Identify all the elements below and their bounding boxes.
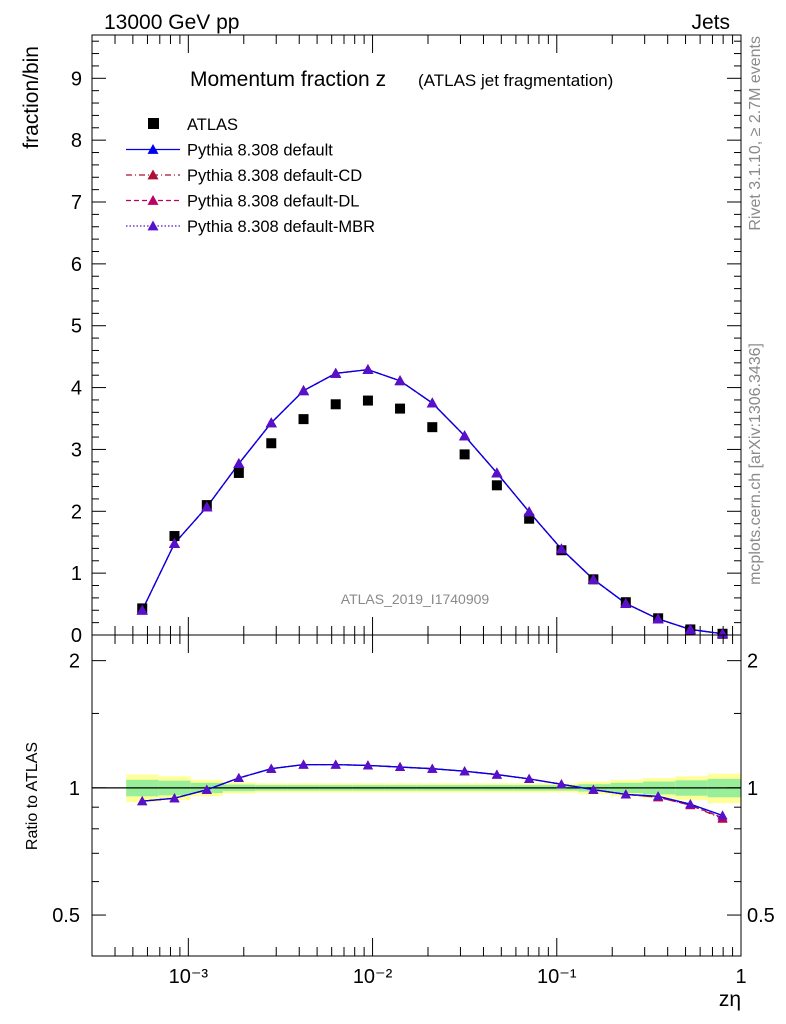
- ratio-marker: [201, 784, 212, 794]
- mc-marker: [491, 467, 503, 478]
- ratio-y-tick-label-right: 2: [747, 651, 758, 673]
- mc-marker: [459, 430, 471, 441]
- mc-marker: [201, 501, 213, 512]
- ratio-marker: [717, 810, 728, 820]
- legend-atlas-marker: [148, 118, 159, 129]
- ratio-marker: [653, 791, 664, 801]
- main-subtitle: (ATLAS jet fragmentation): [418, 71, 613, 90]
- atlas-data-point: [491, 480, 502, 491]
- x-axis-label: zη: [719, 988, 741, 1011]
- legend-label: Pythia 8.308 default-DL: [187, 193, 359, 211]
- atlas-data-point: [362, 395, 373, 406]
- atlas-data-point: [233, 467, 244, 478]
- ratio-marker: [266, 763, 277, 773]
- ratio-y-tick-label: 1: [69, 778, 80, 800]
- ratio-series-layer: [137, 759, 728, 823]
- ratio-marker: [588, 784, 599, 794]
- x-tick-label: 10⁻¹: [537, 966, 577, 988]
- y-tick-label: 1: [71, 563, 82, 585]
- mc-marker: [298, 385, 310, 396]
- y-tick-label: 7: [71, 192, 82, 214]
- header-left: 13000 GeV pp: [104, 11, 239, 34]
- ratio-marker: [427, 763, 438, 773]
- ratio-marker: [169, 793, 180, 803]
- mc-marker: [523, 506, 535, 517]
- legend-marker: [147, 195, 159, 205]
- mc-marker: [394, 375, 406, 386]
- y-tick-label: 0: [71, 625, 82, 647]
- ratio-marker: [556, 779, 567, 789]
- y-tick-label: 5: [71, 316, 82, 338]
- mc-marker: [587, 573, 599, 584]
- mc-marker: [684, 623, 696, 634]
- ratio-uncertainty-bands: [92, 773, 741, 804]
- ratio-marker: [137, 796, 148, 806]
- ratio-y-tick-label: 0.5: [52, 905, 80, 927]
- legend-marker: [147, 169, 159, 180]
- mc-marker: [555, 543, 567, 554]
- ratio-axis-ticks: 0.5 0.5 1 1 2 2: [52, 635, 775, 956]
- ratio-marker: [395, 762, 406, 772]
- ratio-y-tick-label-right: 0.5: [747, 905, 775, 927]
- atlas-data-point: [395, 403, 406, 414]
- mc-marker: [426, 397, 438, 408]
- legend-label: Pythia 8.308 default: [187, 142, 333, 160]
- rivet-label: Rivet 3.1.10, ≥ 2.7M events: [747, 36, 764, 231]
- x-tick-labels: 10⁻³ 10⁻² 10⁻¹ 1: [169, 966, 747, 988]
- ratio-marker: [330, 759, 341, 769]
- ratio-marker: [233, 773, 244, 783]
- atlas-data-point: [169, 531, 180, 542]
- ratio-marker: [685, 799, 696, 809]
- analysis-watermark: ATLAS_2019_I1740909: [341, 591, 490, 607]
- x-tick-label: 10⁻²: [353, 966, 393, 988]
- legend-label: ATLAS: [187, 116, 238, 134]
- source-label: mcplots.cern.ch [arXiv:1306.3436]: [747, 343, 764, 585]
- mc-marker: [136, 604, 148, 615]
- atlas-data-point: [459, 449, 470, 460]
- y-tick-label: 9: [71, 68, 82, 90]
- ratio-y-tick-label-right: 1: [747, 778, 758, 800]
- ratio-frame: [91, 634, 742, 957]
- header-right: Jets: [691, 11, 730, 34]
- legend: ATLAS Pythia 8.308 default Pythia 8.308 de…: [126, 116, 375, 236]
- y-tick-label: 2: [71, 501, 82, 523]
- x-tick-label: 10⁻³: [169, 966, 209, 988]
- mc-marker: [362, 364, 374, 375]
- ratio-marker: [298, 759, 309, 769]
- ratio-marker: [524, 773, 535, 783]
- atlas-data-point: [330, 399, 341, 410]
- main-series-layer: [136, 364, 729, 639]
- x-tick-label: 1: [735, 966, 746, 988]
- y-tick-label: 4: [71, 378, 82, 400]
- y-tick-label: 8: [71, 130, 82, 152]
- legend-label: Pythia 8.308 default-CD: [187, 167, 362, 185]
- legend-label: Pythia 8.308 default-MBR: [187, 218, 375, 236]
- legend-marker: [147, 220, 159, 231]
- atlas-data-point: [524, 513, 535, 524]
- atlas-data-point: [298, 414, 309, 425]
- ratio-marker: [362, 760, 373, 770]
- mc-marker: [717, 628, 729, 639]
- y-tick-label: 3: [71, 439, 82, 461]
- ratio-y-axis-label: Ratio to ATLAS: [24, 742, 41, 850]
- y-axis-label: fraction/bin: [20, 46, 43, 149]
- mc-marker: [233, 458, 245, 469]
- legend-marker: [147, 144, 159, 154]
- ratio-marker: [459, 766, 470, 776]
- mc-marker: [330, 367, 342, 378]
- y-tick-label: 6: [71, 254, 82, 276]
- ratio-y-tick-label: 2: [69, 651, 80, 673]
- ratio-marker: [491, 769, 502, 779]
- mc-marker: [265, 417, 277, 428]
- ratio-marker: [620, 789, 631, 799]
- mc-marker: [620, 597, 632, 608]
- atlas-data-point: [266, 438, 277, 449]
- mc-marker: [652, 613, 664, 624]
- main-axis-ticks: 0 1 2 3 4 5 6 7 8 9: [71, 35, 742, 647]
- atlas-data-point: [427, 422, 438, 433]
- mc-marker: [168, 537, 180, 548]
- main-title: Momentum fraction z: [190, 68, 386, 91]
